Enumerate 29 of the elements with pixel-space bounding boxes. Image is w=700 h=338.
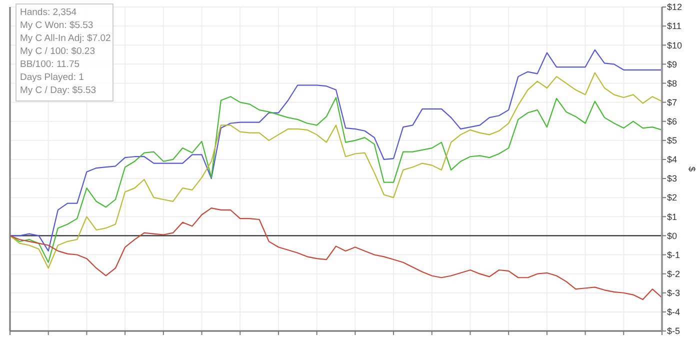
y-tick-label: $0 bbox=[667, 230, 678, 241]
y-tick-label: $-2 bbox=[667, 268, 680, 279]
y-axis-title: $ bbox=[687, 166, 697, 172]
y-tick-label: $12 bbox=[667, 2, 682, 12]
y-tick-label: $4 bbox=[667, 154, 678, 165]
y-tick-label: $6 bbox=[667, 116, 678, 127]
y-tick-label: $-4 bbox=[667, 307, 680, 318]
line-series bbox=[9, 49, 663, 252]
y-tick-label: $-5 bbox=[667, 326, 680, 336]
line-series bbox=[9, 72, 663, 269]
y-tick-label: $7 bbox=[667, 97, 678, 108]
y-tick-label: $2 bbox=[667, 192, 678, 203]
annotation: My C Won: $5.53 bbox=[20, 20, 94, 31]
y-tick-label: $3 bbox=[667, 174, 678, 184]
annotation: My C / Day: $5.53 bbox=[20, 85, 96, 96]
y-tick-label: $1 bbox=[667, 212, 678, 222]
y-tick-label: $-1 bbox=[667, 250, 680, 260]
y-tick-label: $10 bbox=[667, 40, 682, 50]
annotation: BB/100: 11.75 bbox=[20, 59, 80, 70]
annotation: Hands: 2,354 bbox=[20, 7, 77, 18]
annotation: Days Played: 1 bbox=[20, 72, 84, 83]
line-series bbox=[9, 208, 663, 300]
y-tick-label: $8 bbox=[667, 78, 678, 88]
annotation: My C All-In Adj: $7.02 bbox=[20, 33, 111, 44]
y-tick-label: $5 bbox=[667, 136, 678, 146]
y-tick-label: $9 bbox=[667, 59, 678, 70]
annotation: My C / 100: $0.23 bbox=[20, 46, 95, 57]
y-tick-label: $11 bbox=[667, 21, 682, 32]
y-tick-label: $-3 bbox=[667, 288, 680, 298]
